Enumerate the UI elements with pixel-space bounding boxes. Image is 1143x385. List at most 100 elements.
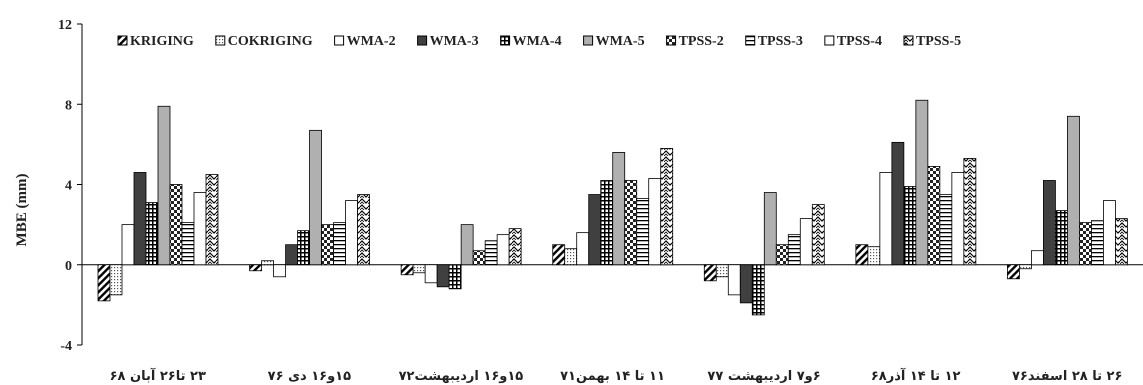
y-tick-label: 4 [65, 179, 72, 194]
bars [97, 99, 1128, 316]
bar [273, 264, 286, 278]
bar [787, 234, 801, 266]
legend-swatch [117, 35, 128, 46]
bar [181, 222, 195, 266]
bar [648, 178, 662, 266]
legend-swatch [583, 35, 594, 46]
bar [193, 192, 207, 266]
bar [496, 234, 510, 266]
bar [508, 228, 522, 266]
legend-label: WMA-5 [596, 34, 645, 49]
bar [576, 232, 590, 266]
bar [285, 244, 298, 266]
bar [97, 264, 111, 302]
bar [867, 246, 881, 266]
y-tick-label: 8 [65, 98, 72, 113]
legend-label: KRIGING [130, 34, 194, 49]
bar [133, 172, 147, 266]
bar [775, 244, 789, 266]
y-tick-label: 0 [65, 259, 72, 274]
legend-label: COKRIGING [228, 34, 313, 49]
x-category-label: ۱۲ تا ۱۴ آذر۶۸ [871, 367, 961, 384]
bar [951, 172, 965, 266]
bar [915, 99, 929, 266]
bar [891, 141, 905, 266]
bar [727, 264, 741, 296]
bar [879, 172, 893, 266]
bar [1043, 180, 1056, 266]
bar [763, 192, 777, 266]
x-category-label: ۱۵و۱۶ اردیبهشت۷۲ [399, 369, 524, 384]
bar [205, 174, 219, 266]
bar [903, 186, 917, 266]
bar [600, 180, 614, 266]
bar [564, 248, 578, 266]
bar [939, 194, 953, 266]
bar [1019, 264, 1032, 270]
bar [612, 151, 626, 266]
legend-label: WMA-3 [430, 34, 479, 49]
bar [751, 264, 765, 316]
legend-label: TPSS-2 [679, 34, 724, 49]
bar [357, 194, 370, 266]
legend-label: TPSS-3 [758, 34, 803, 49]
legend-swatch [824, 35, 835, 46]
bar [121, 224, 135, 266]
x-category-label: ۱۱ تا ۱۴ بهمن۷۱ [560, 369, 665, 384]
bar [715, 264, 729, 278]
bar [799, 218, 813, 266]
bar [963, 158, 977, 266]
bar [309, 129, 322, 266]
bar [1091, 220, 1104, 266]
bar [157, 105, 171, 266]
axes: -4 0 4 8 12 ۲۳ تا۲۶ آبان ۶۸ ۱۵و۱۶ دی ۷۶ ۱۵و۱۶ ا… [58, 18, 1143, 384]
legend-label: TPSS-5 [916, 34, 961, 49]
legend-swatch [903, 35, 914, 46]
x-category-label: ۲۶ تا ۲۸ اسفند۷۶ [1012, 369, 1122, 384]
bar [927, 166, 941, 266]
bar [169, 184, 183, 266]
legend-swatch [417, 35, 428, 46]
bar [1007, 264, 1020, 280]
bar [1079, 222, 1092, 266]
bar [552, 244, 566, 266]
bar [436, 264, 450, 288]
bar [412, 264, 426, 274]
legend-label: WMA-4 [513, 34, 562, 49]
bar [109, 264, 123, 296]
bar [297, 230, 310, 266]
bar [333, 222, 346, 266]
bar [145, 202, 159, 266]
bar [739, 264, 753, 304]
legend-swatch [215, 35, 226, 46]
bar [484, 240, 498, 266]
x-category-label: ۶و۷ اردیبهشت ۷۷ [707, 369, 820, 384]
y-tick-label: -4 [60, 339, 72, 354]
legend-swatch [666, 35, 677, 46]
bar [1103, 200, 1116, 266]
legend: KRIGING COKRIGING WMA-2 WMA-3 WMA-4 WMA-5 TPSS… [117, 34, 961, 49]
bar [660, 147, 674, 266]
bar [424, 264, 438, 284]
bar [249, 264, 262, 272]
legend-label: TPSS-4 [837, 34, 882, 49]
bar [261, 260, 274, 266]
bar [1115, 218, 1128, 266]
bar [855, 244, 869, 266]
bar [345, 200, 358, 266]
bar [636, 198, 650, 266]
y-tick-label: 12 [58, 18, 72, 33]
bar [460, 224, 474, 266]
bar [624, 180, 638, 266]
x-category-label: ۲۳ تا۲۶ آبان ۶۸ [110, 367, 206, 384]
bar [1031, 250, 1044, 266]
bar [811, 204, 825, 266]
legend-label: WMA-2 [347, 34, 396, 49]
x-category-label: ۱۵و۱۶ دی ۷۶ [268, 369, 351, 384]
bar [703, 264, 717, 282]
bar [448, 264, 462, 290]
legend-swatch [334, 35, 345, 46]
y-axis-title: MBE (mm) [14, 174, 30, 247]
bar [400, 264, 414, 276]
